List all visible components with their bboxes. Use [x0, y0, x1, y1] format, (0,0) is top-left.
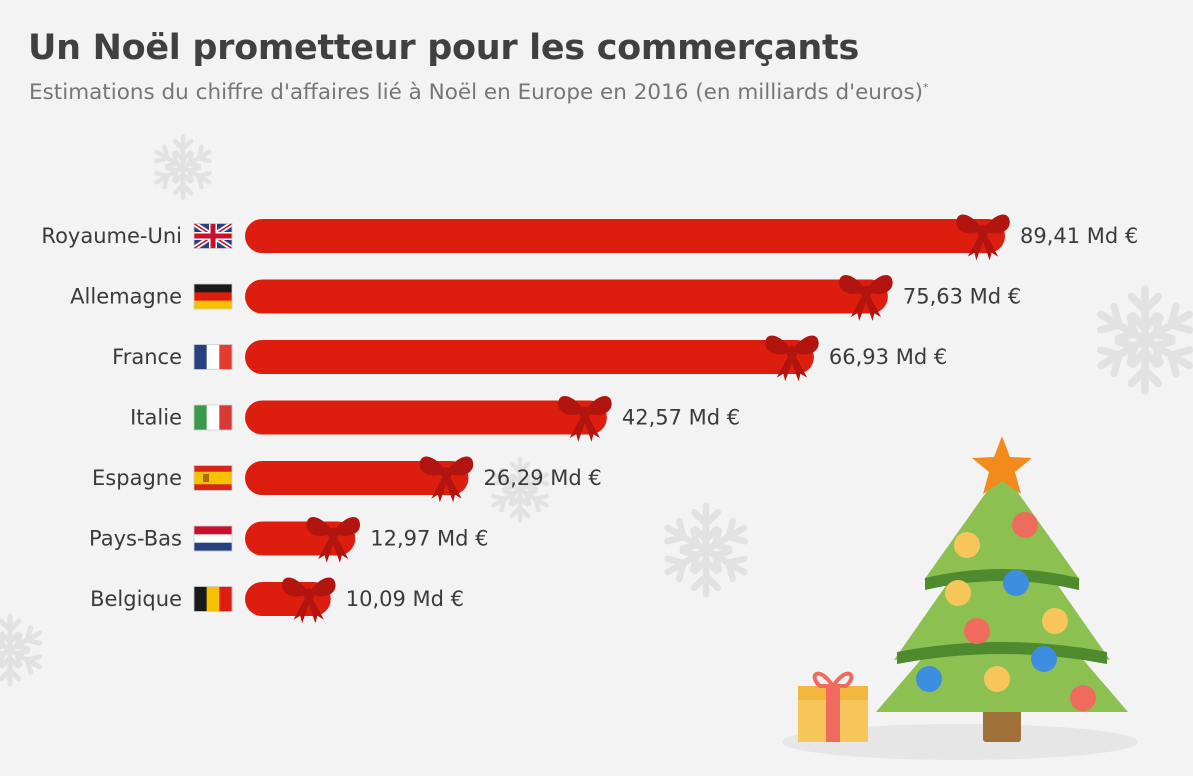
netherlands-flag-icon: [193, 525, 233, 552]
category-label: Espagne: [92, 466, 182, 490]
category-label: Belgique: [90, 587, 182, 611]
category-label: France: [112, 345, 182, 369]
value-label: 12,97 Md €: [370, 527, 488, 551]
category-label: Royaume-Uni: [41, 224, 182, 248]
bar-2: [245, 340, 814, 374]
spain-flag-icon: [193, 465, 233, 491]
subtitle-footnote-mark: *: [923, 80, 929, 94]
bar-3: [245, 400, 607, 435]
germany-flag-icon: [193, 283, 233, 310]
snowflake-decoration-icon: [0, 616, 40, 684]
bar-0: [245, 219, 1005, 253]
snowflake-decoration-icon: [668, 506, 745, 594]
chart-title: Un Noël prometteur pour les commerçants: [28, 28, 860, 68]
bar-1: [245, 279, 888, 314]
france-flag-icon: [193, 344, 233, 370]
bar-4: [245, 461, 469, 495]
chart-subtitle: Estimations du chiffre d'affaires lié à …: [29, 80, 929, 105]
subtitle-text: Estimations du chiffre d'affaires lié à …: [29, 80, 924, 105]
category-label: Italie: [130, 406, 182, 430]
category-label: Allemagne: [70, 285, 182, 309]
value-label: 75,63 Md €: [903, 285, 1021, 309]
uk-flag-icon: [192, 221, 234, 251]
value-label: 66,93 Md €: [829, 345, 947, 369]
bars-group: Royaume-Uni 89,41 Md € Allemagne 75,63 Md €…: [41, 214, 1138, 624]
belgium-flag-icon: [193, 586, 233, 612]
value-label: 42,57 Md €: [622, 406, 740, 430]
category-label: Pays-Bas: [89, 527, 182, 551]
snowflake-decoration-icon: [1101, 289, 1190, 391]
italy-flag-icon: [193, 404, 233, 431]
christmas-tree-icon: [782, 436, 1138, 760]
value-label: 10,09 Md €: [346, 587, 464, 611]
value-label: 89,41 Md €: [1020, 224, 1138, 248]
value-label: 26,29 Md €: [483, 466, 601, 490]
gift-box-icon: [798, 671, 868, 742]
snowflake-decoration-icon: [156, 136, 209, 197]
